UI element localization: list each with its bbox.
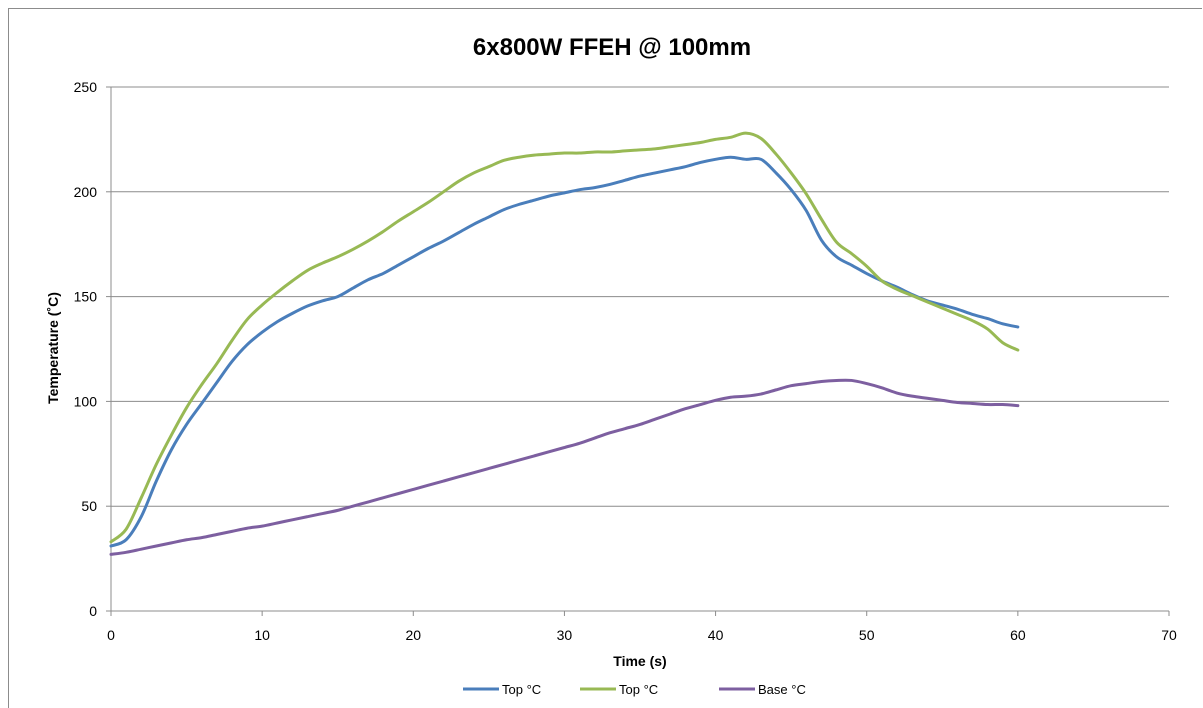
series-line-3 — [109, 378, 1020, 556]
gridlines — [111, 86, 1169, 507]
x-axis-ticks: 0 10 20 30 40 50 60 70 — [107, 611, 1177, 643]
chart-title: 6x800W FFEH @ 100mm — [473, 34, 751, 61]
y-tick-label: 200 — [74, 184, 98, 200]
series-line-2 — [109, 131, 1020, 544]
legend-label-1: Top °C — [502, 682, 541, 697]
x-tick-label: 20 — [405, 627, 421, 643]
legend: Top °C Top °C Base °C — [463, 682, 806, 697]
x-axis-title: Time (s) — [613, 653, 666, 669]
y-axis-title: Temperature (˚C) — [45, 292, 61, 404]
y-tick-label: 50 — [81, 498, 97, 514]
x-tick-label: 60 — [1010, 627, 1026, 643]
x-tick-label: 10 — [254, 627, 270, 643]
x-tick-label: 50 — [859, 627, 875, 643]
x-tick-label: 0 — [107, 627, 115, 643]
y-tick-label: 150 — [74, 289, 98, 305]
x-tick-label: 70 — [1161, 627, 1177, 643]
y-axis-ticks: 0 50 100 150 200 250 — [74, 79, 111, 619]
legend-label-2: Top °C — [619, 682, 658, 697]
series-lines — [109, 131, 1020, 556]
y-tick-label: 0 — [89, 603, 97, 619]
legend-label-3: Base °C — [758, 682, 806, 697]
y-tick-label: 100 — [74, 393, 98, 409]
series-line-1 — [109, 155, 1020, 548]
chart-area — [8, 8, 1202, 708]
x-tick-label: 30 — [557, 627, 573, 643]
y-tick-label: 250 — [74, 79, 98, 95]
x-tick-label: 40 — [708, 627, 724, 643]
